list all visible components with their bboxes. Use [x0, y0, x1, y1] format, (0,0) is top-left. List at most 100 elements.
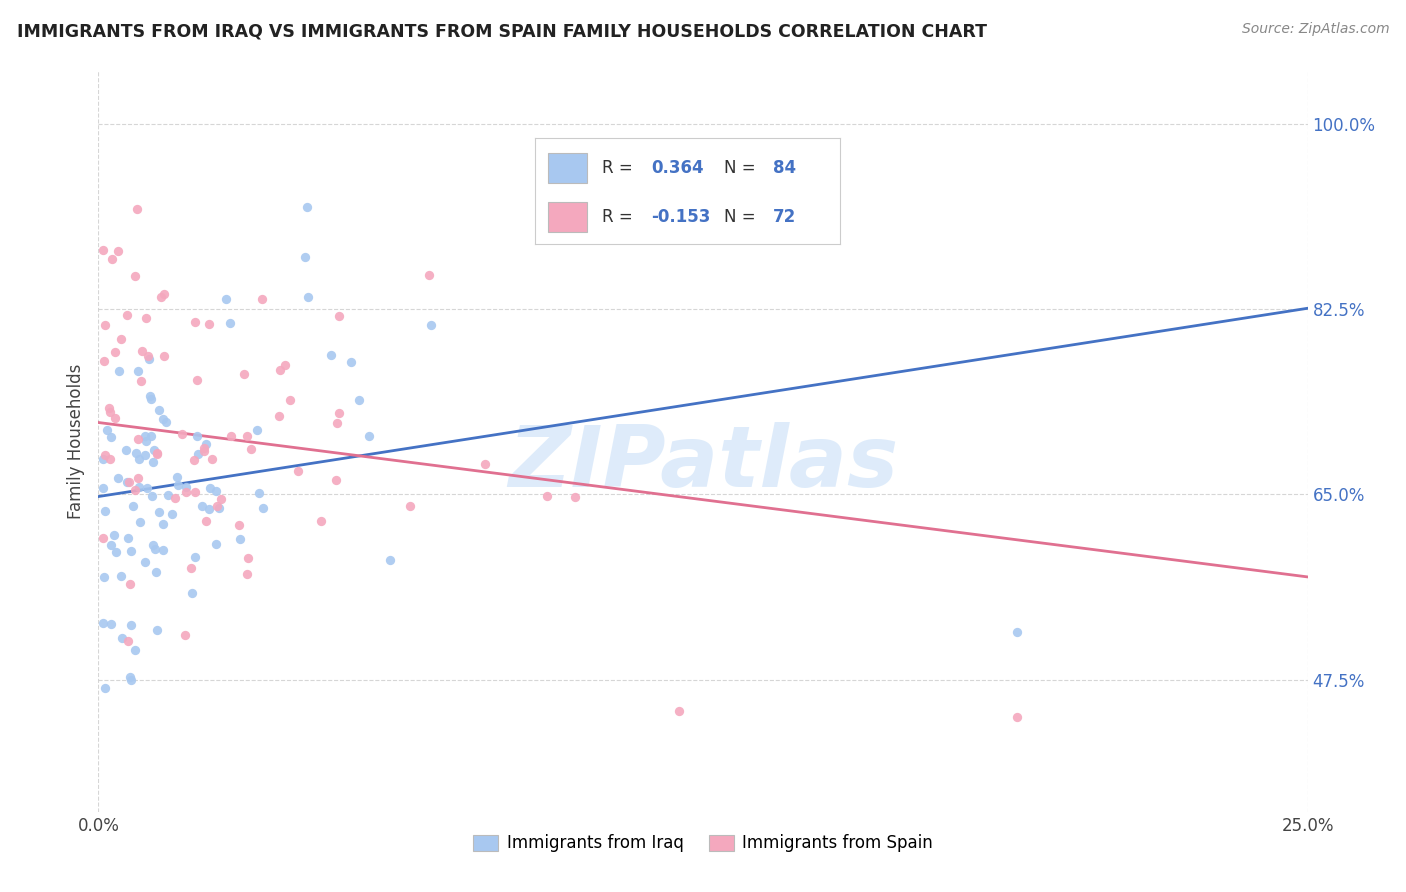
Point	[294, 250, 316, 264]
Point	[141, 489, 163, 503]
Point	[274, 358, 297, 372]
Point	[129, 515, 152, 529]
Point	[94, 681, 117, 695]
Point	[93, 318, 115, 332]
Point	[205, 537, 228, 551]
Text: 72: 72	[773, 208, 797, 226]
Point	[380, 552, 402, 566]
Point	[139, 428, 162, 442]
Point	[359, 429, 381, 443]
Point	[91, 531, 114, 545]
Point	[229, 533, 252, 547]
Point	[325, 473, 347, 487]
Point	[111, 631, 134, 645]
Point	[180, 586, 202, 600]
Point	[564, 490, 586, 504]
Point	[183, 453, 205, 467]
Point	[474, 457, 496, 471]
Point	[91, 244, 114, 258]
Point	[398, 499, 420, 513]
Point	[162, 507, 184, 521]
Point	[134, 449, 156, 463]
Point	[239, 442, 262, 457]
Point	[141, 539, 163, 553]
Point	[668, 704, 690, 718]
Point	[328, 309, 350, 323]
Point	[340, 355, 363, 369]
Point	[198, 501, 221, 516]
Point	[328, 406, 350, 420]
Point	[152, 517, 174, 532]
Point	[117, 633, 139, 648]
Point	[145, 447, 167, 461]
Y-axis label: Family Households: Family Households	[66, 364, 84, 519]
Point	[117, 475, 139, 490]
Point	[135, 311, 157, 326]
Point	[117, 531, 139, 545]
Point	[236, 429, 259, 443]
Point	[98, 452, 121, 467]
Point	[134, 555, 156, 569]
Point	[108, 364, 131, 378]
Point	[201, 452, 224, 467]
Point	[191, 499, 214, 513]
Point	[252, 501, 274, 516]
Text: IMMIGRANTS FROM IRAQ VS IMMIGRANTS FROM SPAIN FAMILY HOUSEHOLDS CORRELATION CHAR: IMMIGRANTS FROM IRAQ VS IMMIGRANTS FROM …	[17, 22, 987, 40]
Point	[117, 308, 139, 322]
Point	[198, 318, 221, 332]
Point	[267, 409, 290, 423]
Point	[297, 290, 319, 304]
Point	[124, 483, 146, 497]
Point	[215, 293, 238, 307]
Point	[321, 348, 343, 362]
Point	[184, 315, 207, 329]
Point	[128, 451, 150, 466]
Point	[187, 447, 209, 461]
Point	[136, 350, 159, 364]
Point	[107, 471, 129, 485]
Point	[120, 544, 142, 558]
Point	[195, 436, 218, 450]
Point	[91, 482, 114, 496]
Point	[94, 448, 117, 462]
Point	[152, 350, 174, 364]
Point	[103, 528, 125, 542]
Point	[174, 484, 197, 499]
Point	[120, 617, 142, 632]
Point	[153, 287, 176, 301]
Point	[97, 401, 120, 415]
Point	[200, 481, 222, 495]
Point	[536, 490, 558, 504]
Point	[100, 616, 122, 631]
Point	[139, 392, 162, 407]
Point	[195, 514, 218, 528]
Point	[280, 393, 302, 408]
Point	[114, 442, 136, 457]
Point	[143, 443, 166, 458]
Point	[150, 289, 173, 303]
Point	[166, 470, 188, 484]
Point	[228, 517, 250, 532]
Point	[170, 427, 193, 442]
Point	[219, 429, 242, 443]
Point	[125, 445, 148, 459]
Point	[121, 499, 143, 513]
Point	[142, 455, 165, 469]
Point	[193, 444, 215, 458]
Point	[246, 423, 269, 437]
Point	[104, 545, 127, 559]
Point	[1007, 624, 1029, 639]
Text: Source: ZipAtlas.com: Source: ZipAtlas.com	[1241, 22, 1389, 37]
Point	[205, 483, 228, 498]
Point	[186, 428, 208, 442]
Point	[98, 405, 121, 419]
Text: -0.153: -0.153	[651, 208, 710, 226]
Point	[287, 464, 309, 478]
Point	[349, 392, 371, 407]
Point	[145, 566, 167, 580]
Text: ZIPatlas: ZIPatlas	[508, 422, 898, 505]
Point	[148, 505, 170, 519]
Point	[183, 549, 205, 564]
Point	[167, 478, 190, 492]
Point	[93, 354, 115, 368]
